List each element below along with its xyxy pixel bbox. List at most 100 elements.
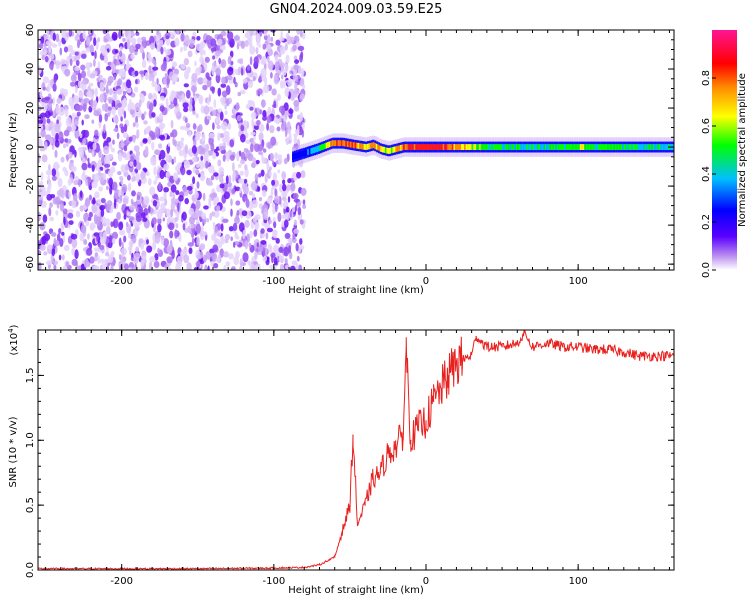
noise-speck (255, 159, 260, 165)
signal-core (477, 144, 480, 150)
signal-core (628, 144, 630, 150)
noise-speck (195, 131, 202, 138)
signal-core (330, 140, 332, 147)
noise-speck (200, 231, 205, 241)
noise-speck (163, 46, 166, 52)
signal-core (392, 146, 395, 153)
noise-speck (67, 44, 74, 53)
noise-speck (254, 214, 261, 221)
noise-speck (134, 70, 139, 77)
noise-speck (295, 242, 299, 252)
noise-speck (196, 43, 203, 52)
noise-speck (113, 73, 117, 81)
noise-speck (165, 171, 170, 178)
noise-speck (176, 106, 180, 112)
noise-speck (239, 258, 243, 267)
noise-speck (257, 144, 264, 152)
noise-speck (49, 216, 55, 222)
noise-speck (97, 198, 101, 204)
noise-speck (216, 113, 220, 119)
noise-speck (119, 195, 123, 202)
noise-speck (163, 187, 170, 193)
noise-speck (77, 146, 84, 153)
signal-core (454, 144, 457, 150)
spectrogram-marks (38, 30, 674, 270)
noise-speck (55, 59, 61, 70)
noise-speck (159, 95, 165, 101)
noise-speck (52, 83, 57, 92)
noise-speck (270, 30, 276, 33)
noise-speck (173, 172, 179, 182)
noise-speck (211, 211, 216, 217)
noise-speck (267, 34, 271, 44)
noise-speck (91, 119, 95, 124)
noise-speck (286, 88, 289, 98)
signal-core (556, 144, 559, 150)
noise-speck (166, 256, 173, 264)
noise-speck (188, 247, 193, 254)
noise-speck (227, 66, 234, 76)
noise-speck (47, 181, 52, 190)
noise-speck (300, 170, 306, 179)
noise-speck (203, 205, 209, 210)
noise-speck (159, 169, 165, 180)
noise-speck (186, 225, 191, 233)
noise-speck (147, 136, 152, 145)
noise-speck (103, 155, 111, 165)
noise-speck (216, 205, 221, 212)
chart-title: GN04.2024.009.03.59.E25 (270, 2, 443, 17)
noise-speck (151, 81, 157, 88)
noise-speck (192, 123, 197, 130)
y-tick-label: 0.5 (25, 497, 36, 513)
noise-speck (39, 180, 44, 191)
noise-speck (213, 210, 220, 218)
noise-speck (53, 237, 57, 246)
noise-speck (152, 240, 157, 251)
noise-speck (90, 98, 94, 108)
noise-speck (189, 96, 193, 106)
noise-speck (184, 117, 188, 124)
noise-speck (81, 119, 84, 126)
noise-speck (150, 156, 157, 166)
noise-speck (180, 137, 185, 142)
signal-core (430, 144, 433, 150)
noise-speck (183, 58, 190, 66)
noise-speck (123, 145, 128, 152)
signal-core (319, 144, 322, 151)
noise-speck (153, 180, 157, 185)
noise-speck (227, 175, 232, 184)
noise-speck (255, 47, 259, 55)
noise-speck (83, 239, 88, 245)
noise-speck (101, 216, 107, 224)
noise-speck (208, 94, 211, 103)
noise-speck (103, 102, 109, 113)
x-tick-label: 100 (569, 276, 588, 287)
signal-core (412, 144, 414, 150)
noise-speck (169, 191, 173, 198)
noise-speck (218, 166, 225, 176)
noise-speck (117, 152, 123, 162)
noise-speck (79, 205, 84, 212)
noise-speck (132, 122, 136, 128)
signal-core (384, 147, 387, 154)
noise-speck (131, 190, 136, 197)
signal-core (356, 142, 358, 149)
signal-core (654, 144, 656, 150)
noise-speck (165, 48, 172, 56)
noise-speck (285, 206, 290, 213)
signal-core (360, 143, 363, 150)
noise-speck (202, 254, 207, 263)
noise-speck (38, 153, 41, 163)
noise-speck (280, 45, 286, 55)
snr-scale-label: (x104) (7, 324, 20, 355)
noise-speck (110, 147, 115, 153)
noise-speck (178, 149, 184, 157)
noise-speck (171, 94, 175, 100)
noise-speck (147, 52, 152, 60)
signal-core (626, 144, 629, 150)
noise-speck (283, 158, 288, 165)
noise-speck (184, 34, 190, 45)
noise-speck (292, 44, 297, 52)
noise-speck (297, 206, 302, 216)
signal-core (333, 140, 335, 147)
